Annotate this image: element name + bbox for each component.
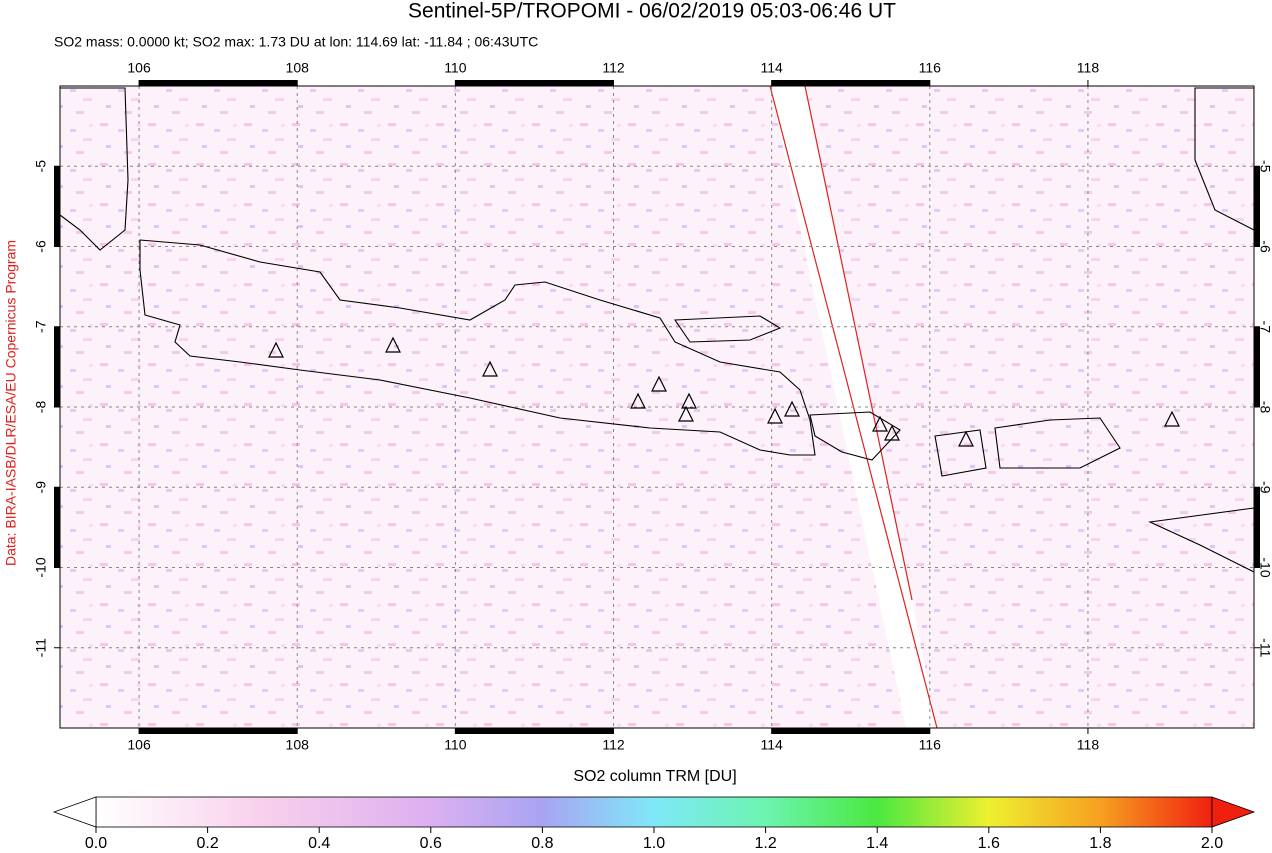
frame-band	[1254, 166, 1260, 247]
volcano	[385, 336, 401, 353]
coastline	[994, 417, 1121, 469]
frame-band	[771, 728, 930, 734]
x-tick-label: 108	[286, 737, 310, 753]
volcano	[884, 424, 900, 441]
y-tick-label: -7	[1257, 321, 1272, 334]
title: Sentinel-5P/TROPOMI - 06/02/2019 05:03-0…	[408, 0, 896, 23]
colorbar-tick-label: 1.4	[866, 835, 888, 852]
volcano	[482, 360, 498, 377]
frame-band	[1254, 487, 1260, 568]
colorbar-tick-label: 2.0	[1201, 835, 1223, 852]
frame-band	[54, 487, 60, 568]
x-tick-label: 106	[127, 737, 151, 753]
frame-band	[139, 80, 298, 86]
coastline	[809, 411, 901, 461]
x-tick-label: 110	[444, 60, 467, 76]
grid	[60, 86, 1254, 728]
y-tick-label: -7	[33, 320, 49, 333]
colorbar-tick-label: 0.6	[420, 835, 442, 852]
coastline	[139, 239, 816, 456]
subtitle: SO2 mass: 0.0000 kt; SO2 max: 1.73 DU at…	[54, 34, 538, 50]
coastline	[1194, 87, 1254, 231]
colorbar	[95, 796, 1213, 828]
x-tick-label: 112	[602, 60, 625, 76]
credit: Data: BIRA-IASB/DLR/ESA/EU Copernicus Pr…	[3, 240, 19, 566]
colorbar-tick-label: 1.8	[1089, 835, 1111, 852]
volcano	[1164, 410, 1180, 427]
x-tick-label: 110	[444, 737, 467, 753]
y-tick-label: -5	[33, 160, 49, 173]
colorbar-tick-label: 0.4	[308, 835, 330, 852]
frame-band	[54, 166, 60, 247]
volcanoes	[268, 336, 1180, 447]
colorbar-max-arrow	[1211, 796, 1256, 828]
colorbar-tick-label: 0.0	[85, 835, 107, 852]
y-tick-label: -10	[1257, 557, 1272, 577]
colorbar-tick-label: 1.0	[643, 835, 665, 852]
y-tick-label: -9	[33, 481, 49, 494]
y-tick-label: -9	[1257, 481, 1272, 494]
x-tick-label: 108	[286, 60, 310, 76]
coastline	[60, 87, 129, 251]
frame-band	[139, 728, 298, 734]
x-tick-label: 118	[1077, 60, 1100, 76]
axis-frame	[54, 80, 1260, 734]
volcano	[872, 415, 888, 432]
volcano	[678, 405, 694, 422]
y-tick-label: -11	[33, 638, 49, 657]
x-tick-label: 118	[1077, 737, 1100, 753]
coastline	[673, 315, 782, 343]
y-tick-label: -8	[33, 401, 49, 414]
coastline	[1148, 507, 1254, 573]
frame-band	[455, 80, 614, 86]
volcano	[651, 375, 667, 392]
y-tick-label: -6	[1257, 240, 1272, 253]
x-tick-label: 112	[602, 737, 625, 753]
coastline	[934, 429, 987, 477]
volcano	[958, 430, 974, 447]
colorbar-min-arrow	[52, 796, 97, 828]
y-tick-label: -5	[1257, 160, 1272, 173]
y-tick-label: -11	[1257, 638, 1272, 657]
colorbar-tick-label: 0.2	[196, 835, 218, 852]
y-tick-label: -10	[33, 557, 49, 577]
y-tick-label: -8	[1257, 401, 1272, 414]
y-tick-label: -6	[33, 240, 49, 253]
colorbar-tick-label: 1.6	[978, 835, 1000, 852]
volcano	[630, 392, 646, 409]
frame-band	[54, 326, 60, 407]
colorbar-tick-label: 0.8	[531, 835, 553, 852]
x-tick-label: 114	[760, 60, 783, 76]
frame-band	[455, 728, 614, 734]
frame-band	[771, 80, 930, 86]
colorbar-tick-label: 1.2	[754, 835, 776, 852]
colorbar-label: SO2 column TRM [DU]	[573, 768, 736, 785]
x-tick-label: 116	[919, 737, 942, 753]
volcano	[767, 407, 783, 424]
swath-edge	[804, 86, 913, 601]
x-tick-label: 106	[127, 60, 151, 76]
x-tick-label: 116	[919, 60, 942, 76]
volcano	[681, 392, 697, 409]
map-area	[60, 86, 1254, 728]
frame-band	[1254, 326, 1260, 407]
volcano	[784, 400, 800, 417]
volcano	[268, 341, 284, 358]
x-tick-label: 114	[760, 737, 783, 753]
